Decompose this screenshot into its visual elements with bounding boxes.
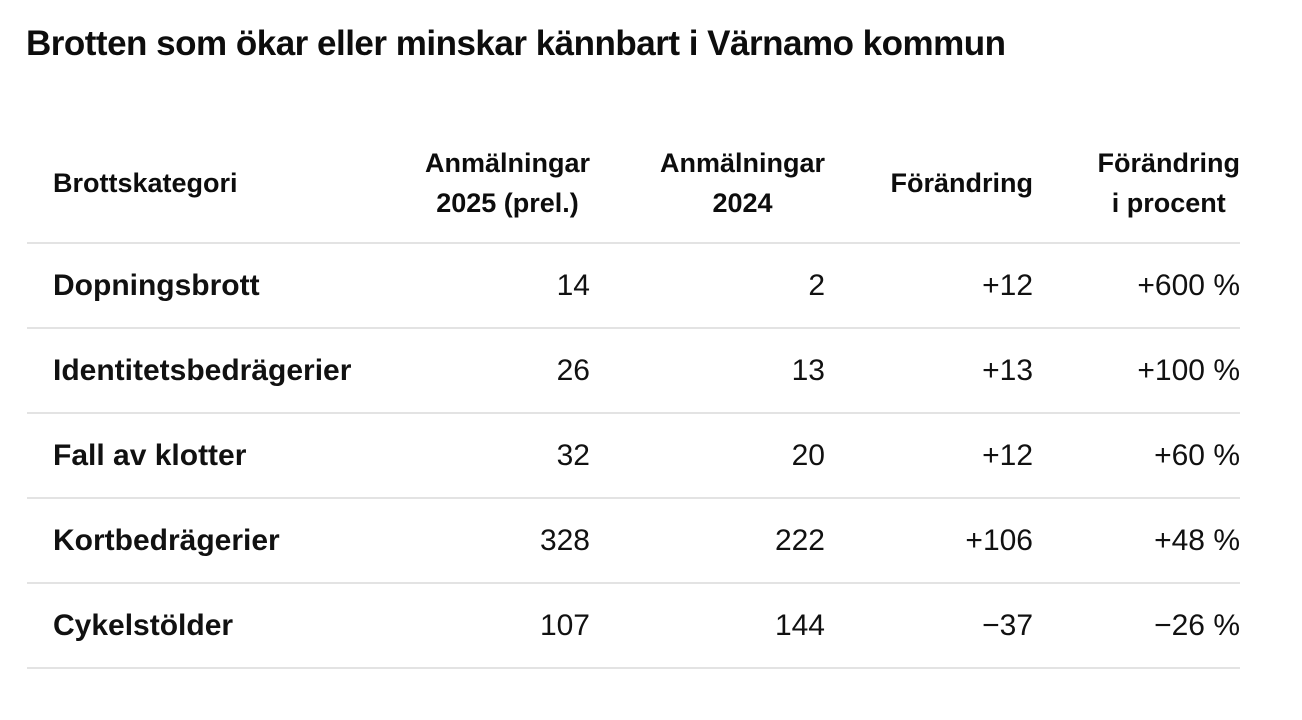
cell-reports-2025: 328 <box>539 523 590 557</box>
table-row: Fall av klotter 32 20 +12 +60 % <box>27 413 1240 498</box>
column-header-forandring: Förändring <box>825 133 1034 243</box>
page-title: Brotten som ökar eller minskar kännbart … <box>26 24 1006 63</box>
header-row: Brottskategori Anmälningar 2025 (prel.) … <box>27 133 1240 243</box>
table-header: Brottskategori Anmälningar 2025 (prel.) … <box>27 133 1240 243</box>
table-row: Kortbedrägerier 328 222 +106 +48 % <box>27 498 1240 583</box>
cell-category: Kortbedrägerier <box>53 523 280 557</box>
cell-change-percent: +48 % <box>1154 523 1240 557</box>
cell-category: Cykelstölder <box>53 608 234 642</box>
cell-change: +12 <box>982 268 1033 302</box>
cell-reports-2024: 144 <box>774 608 825 642</box>
cell-reports-2024: 2 <box>808 268 825 302</box>
cell-change: −37 <box>982 608 1033 642</box>
cell-change-percent: +600 % <box>1137 268 1240 302</box>
column-header-anmalningar-2024: Anmälningar 2024 <box>590 133 825 243</box>
table-row: Cykelstölder 107 144 −37 −26 % <box>27 583 1240 668</box>
cell-change: +106 <box>965 523 1033 557</box>
crime-stats-table: Brottskategori Anmälningar 2025 (prel.) … <box>27 133 1240 669</box>
column-header-forandring-procent: Förändring i procent <box>1033 133 1241 243</box>
column-header-label: Förändring i procent <box>1097 147 1241 218</box>
cell-reports-2024: 20 <box>791 438 825 472</box>
cell-change-percent: −26 % <box>1154 608 1240 642</box>
cell-change-percent: +60 % <box>1154 438 1240 472</box>
cell-reports-2025: 32 <box>556 438 590 472</box>
cell-change: +12 <box>982 438 1033 472</box>
column-header-label: Anmälningar 2025 (prel.) <box>424 147 590 218</box>
column-header-anmalningar-2025: Anmälningar 2025 (prel.) <box>363 133 590 243</box>
cell-category: Identitetsbedrägerier <box>53 353 352 387</box>
table-row: Dopningsbrott 14 2 +12 +600 % <box>27 243 1240 328</box>
column-header-label: Förändring <box>890 167 1034 198</box>
cell-reports-2025: 14 <box>556 268 590 302</box>
table-body: Dopningsbrott 14 2 +12 +600 % Identitets… <box>27 243 1240 668</box>
cell-category: Fall av klotter <box>53 438 247 472</box>
column-header-brottskategori: Brottskategori <box>53 167 238 198</box>
table-row: Identitetsbedrägerier 26 13 +13 +100 % <box>27 328 1240 413</box>
cell-category: Dopningsbrott <box>53 268 260 302</box>
cell-reports-2025: 26 <box>556 353 590 387</box>
cell-change: +13 <box>982 353 1033 387</box>
cell-reports-2025: 107 <box>539 608 590 642</box>
cell-reports-2024: 222 <box>774 523 825 557</box>
column-header-label: Anmälningar 2024 <box>659 147 825 218</box>
cell-reports-2024: 13 <box>791 353 825 387</box>
cell-change-percent: +100 % <box>1137 353 1240 387</box>
